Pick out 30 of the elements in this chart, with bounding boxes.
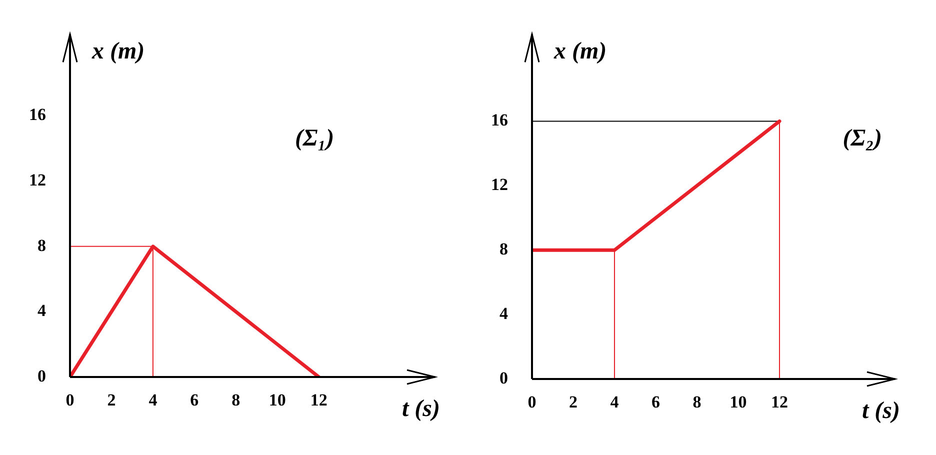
- x-tick-label: 2: [107, 390, 116, 410]
- y-tick-label: 4: [38, 301, 46, 320]
- x-tick-label: 6: [652, 392, 660, 412]
- y-tick-label: 8: [38, 236, 46, 255]
- x-tick-label: 0: [528, 392, 536, 412]
- y-tick-label: 4: [500, 304, 508, 323]
- y-tick-label: 16: [491, 110, 508, 130]
- y-axis-title: x (m): [91, 38, 145, 64]
- x-tick-label: 12: [310, 390, 328, 410]
- annotation: (Σ₁): [294, 125, 334, 152]
- x-tick-label: 6: [190, 390, 199, 410]
- x-axis-title: t (s): [862, 398, 900, 424]
- y-tick-label: 12: [29, 170, 46, 190]
- x-axis-title: t (s): [402, 396, 440, 422]
- y-tick-label: 8: [500, 239, 508, 258]
- x-tick-label: 4: [148, 390, 158, 410]
- x-tick-label: 12: [771, 392, 788, 412]
- x-tick-label: 4: [610, 392, 620, 412]
- x-tick-label: 0: [66, 390, 74, 410]
- y-axis-title: x (m): [553, 38, 607, 64]
- x-tick-label: 10: [268, 390, 286, 410]
- x-tick-label: 10: [730, 392, 747, 412]
- x-tick-label: 8: [232, 390, 240, 410]
- y-tick-label: 0: [500, 368, 508, 388]
- x-tick-label: 2: [569, 392, 578, 412]
- y-tick-label: 0: [38, 366, 46, 386]
- y-tick-label: 12: [491, 175, 508, 194]
- x-tick-label: 8: [692, 392, 702, 412]
- y-tick-label: 16: [29, 105, 46, 124]
- annotation: (Σ₂): [842, 125, 882, 152]
